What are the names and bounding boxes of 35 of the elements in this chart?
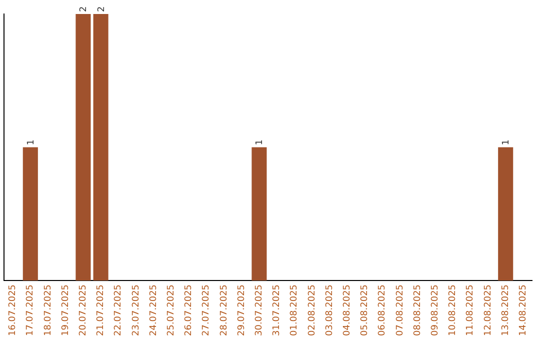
x-tick-label: 05.08.2025: [360, 284, 370, 336]
x-tick-label: 27.07.2025: [202, 284, 212, 336]
x-tick-label: 19.07.2025: [60, 284, 71, 336]
x-tick-label: 21.07.2025: [96, 284, 106, 336]
x-tick-label: 09.08.2025: [430, 284, 441, 336]
x-tick-label: 10.08.2025: [448, 284, 458, 336]
data-label: 2: [96, 6, 107, 12]
x-tick-label: 17.07.2025: [26, 284, 36, 336]
x-tick-label: 14.08.2025: [518, 284, 529, 336]
x-tick-label: 04.08.2025: [342, 284, 353, 336]
x-tick-label: 13.08.2025: [500, 284, 511, 336]
x-tick-label: 12.08.2025: [483, 284, 494, 336]
x-tick-label: 31.07.2025: [272, 284, 282, 336]
x-tick-label: 26.07.2025: [184, 284, 194, 336]
x-tick-label: 28.07.2025: [219, 284, 230, 336]
x-tick-label: 03.08.2025: [324, 284, 335, 336]
x-tick-label: 30.07.2025: [254, 284, 265, 336]
data-label: 1: [26, 140, 36, 146]
data-label: 1: [502, 140, 512, 146]
x-tick-label: 01.08.2025: [290, 284, 300, 336]
x-tick-label: 20.07.2025: [78, 284, 89, 336]
x-tick-label: 06.08.2025: [378, 284, 388, 336]
x-tick-label: 08.08.2025: [412, 284, 423, 336]
x-tick-label: 22.07.2025: [114, 284, 124, 336]
x-tick-label: 18.07.2025: [43, 284, 54, 336]
x-tick-label: 24.07.2025: [148, 284, 159, 336]
x-tick-label: 11.08.2025: [466, 284, 476, 336]
x-tick-label: 23.07.2025: [131, 284, 142, 336]
data-label: 1: [255, 140, 266, 146]
x-tick-label: 02.08.2025: [307, 284, 318, 336]
x-tick-label: 25.07.2025: [166, 284, 177, 336]
x-tick-label: 16.07.2025: [8, 284, 18, 336]
data-label: 2: [79, 6, 90, 12]
x-tick-label: 07.08.2025: [395, 284, 406, 336]
x-tick-label: 29.07.2025: [236, 284, 247, 336]
